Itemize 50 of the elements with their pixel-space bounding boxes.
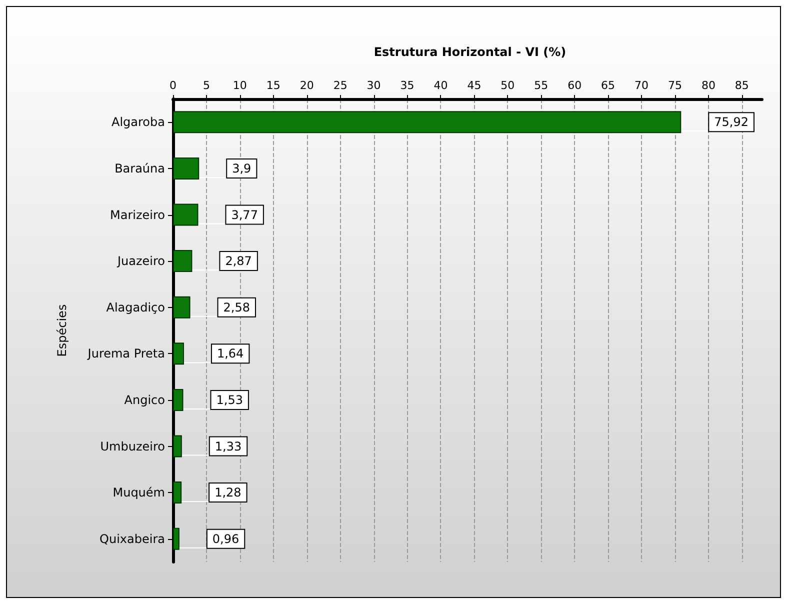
y-tick-label: Quixabeira [100,532,165,546]
x-tick-label: 65 [601,79,616,92]
x-tick-label: 15 [266,79,280,92]
x-tick-label: 30 [366,79,381,92]
data-label: 75,92 [714,115,749,130]
x-tick-label: 75 [668,79,682,92]
data-label: 3,77 [231,208,258,222]
x-tick-label: 50 [500,79,515,92]
data-label: 3,9 [232,161,252,176]
x-tick-label: 85 [734,79,749,92]
data-label: 0,96 [212,532,240,546]
x-tick-label: 55 [534,79,548,92]
y-tick-label: Marizeiro [110,208,165,222]
data-label: 2,87 [225,254,252,268]
data-label: 1,64 [216,346,244,361]
bar [173,435,182,458]
bar [173,157,200,180]
x-tick-label: 80 [701,79,716,92]
bar [173,342,184,365]
x-tick-label: 45 [467,79,482,92]
y-tick-label: Alagadiço [106,300,165,314]
data-label: 1,33 [214,439,242,454]
x-tick-label: 5 [202,79,210,92]
x-tick-label: 60 [568,79,582,92]
y-tick-label: Angico [124,392,165,407]
x-tick-label: 10 [232,79,247,92]
bar [173,111,682,134]
x-tick-label: 40 [434,79,448,92]
x-tick-label: 35 [400,79,414,92]
x-tick-label: 25 [333,79,348,92]
data-label: 2,58 [223,300,250,314]
y-tick-label: Juazeiro [116,254,165,268]
data-label: 1,28 [214,486,242,500]
bar [173,204,198,226]
y-tick-label: Muquém [112,486,165,500]
y-tick-label: Jurema Preta [86,346,165,361]
bar [173,528,180,550]
bar [173,296,190,318]
data-label: 1,53 [216,392,243,407]
y-tick-label: Algaroba [112,115,165,130]
y-axis-title: Espécies [55,304,69,357]
bar [173,482,182,504]
y-tick-label: Umbuzeiro [100,439,165,454]
x-tick-label: 0 [170,79,176,92]
bar [173,388,184,411]
x-tick-label: 70 [634,79,649,92]
x-tick-label: 20 [300,79,314,92]
y-tick-label: Baraúna [114,161,165,176]
bar [173,250,192,272]
chart-title: Estrutura Horizontal - VI (%) [374,45,566,59]
